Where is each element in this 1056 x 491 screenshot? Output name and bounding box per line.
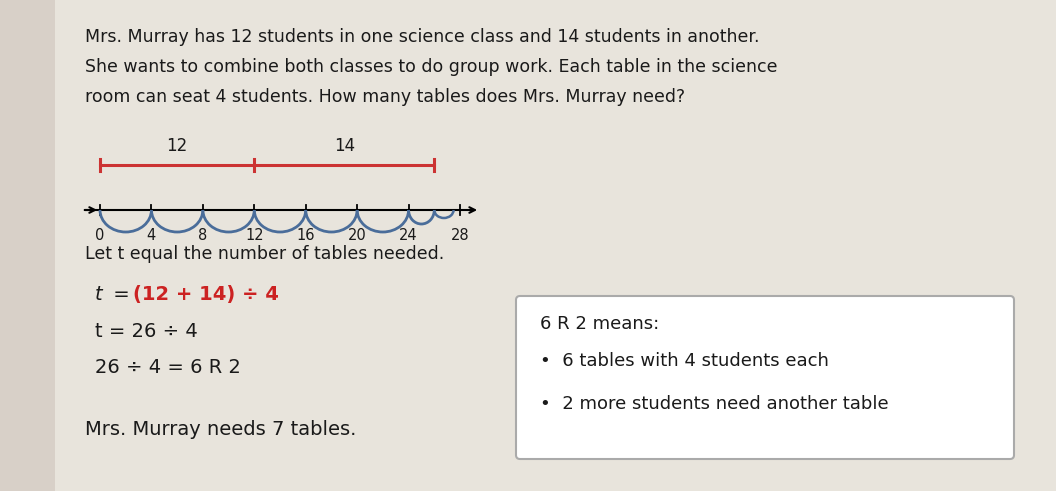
Text: 20: 20 xyxy=(347,228,366,243)
Text: 28: 28 xyxy=(451,228,469,243)
Text: Mrs. Murray has 12 students in one science class and 14 students in another.: Mrs. Murray has 12 students in one scien… xyxy=(84,28,759,46)
Text: 24: 24 xyxy=(399,228,418,243)
Text: 4: 4 xyxy=(147,228,156,243)
Text: 16: 16 xyxy=(297,228,315,243)
Text: 6 R 2 means:: 6 R 2 means: xyxy=(540,315,659,333)
Text: t = 26 ÷ 4: t = 26 ÷ 4 xyxy=(95,322,197,341)
Text: Mrs. Murray needs 7 tables.: Mrs. Murray needs 7 tables. xyxy=(84,420,356,439)
Text: 12: 12 xyxy=(245,228,264,243)
Text: 26 ÷ 4 = 6 R 2: 26 ÷ 4 = 6 R 2 xyxy=(95,358,241,377)
Text: 0: 0 xyxy=(95,228,105,243)
Text: She wants to combine both classes to do group work. Each table in the science: She wants to combine both classes to do … xyxy=(84,58,777,76)
Text: room can seat 4 students. How many tables does Mrs. Murray need?: room can seat 4 students. How many table… xyxy=(84,88,685,106)
Text: 8: 8 xyxy=(199,228,207,243)
FancyBboxPatch shape xyxy=(516,296,1014,459)
Text: =: = xyxy=(107,285,136,304)
Text: 12: 12 xyxy=(167,137,188,155)
Text: (12 + 14) ÷ 4: (12 + 14) ÷ 4 xyxy=(133,285,279,304)
Text: Let t equal the number of tables needed.: Let t equal the number of tables needed. xyxy=(84,245,445,263)
Text: t: t xyxy=(95,285,102,304)
Text: •  2 more students need another table: • 2 more students need another table xyxy=(540,395,889,413)
Text: 14: 14 xyxy=(334,137,355,155)
Text: •  6 tables with 4 students each: • 6 tables with 4 students each xyxy=(540,352,829,370)
FancyBboxPatch shape xyxy=(55,0,1056,491)
